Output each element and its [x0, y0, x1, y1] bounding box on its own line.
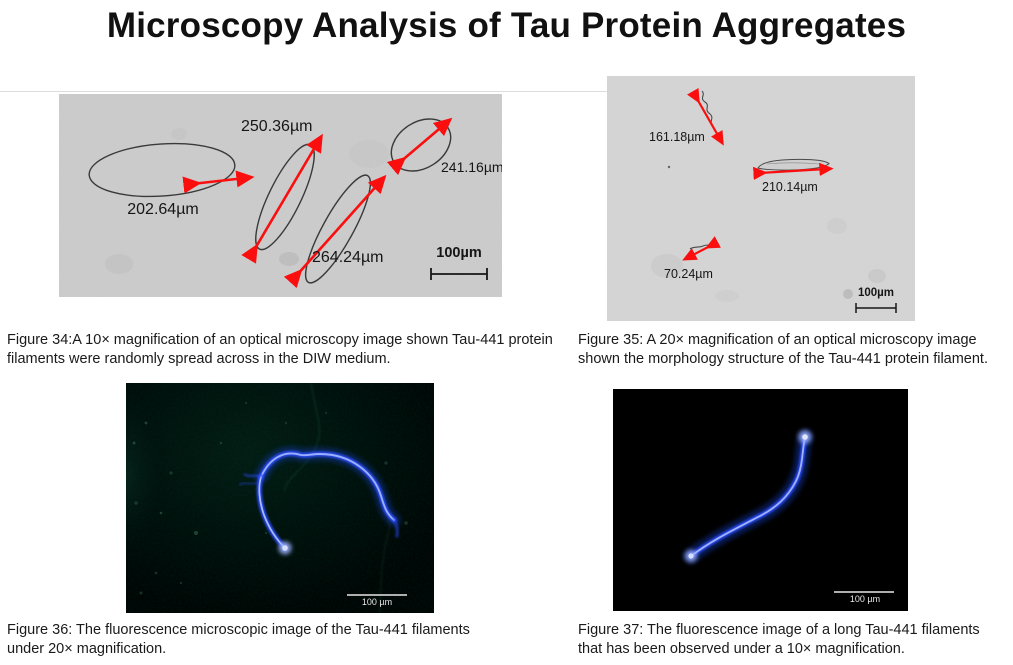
- svg-text:210.14µm: 210.14µm: [762, 180, 818, 194]
- svg-text:241.16µm: 241.16µm: [441, 159, 502, 175]
- svg-text:161.18µm: 161.18µm: [649, 130, 705, 144]
- svg-text:202.64µm: 202.64µm: [127, 201, 198, 218]
- svg-text:100 µm: 100 µm: [850, 594, 880, 604]
- svg-text:100µm: 100µm: [436, 245, 481, 261]
- svg-text:100µm: 100µm: [858, 287, 894, 299]
- svg-text:264.24µm: 264.24µm: [312, 249, 383, 266]
- svg-text:100 µm: 100 µm: [362, 597, 392, 607]
- svg-text:70.24µm: 70.24µm: [664, 267, 713, 281]
- svg-text:250.36µm: 250.36µm: [241, 118, 312, 135]
